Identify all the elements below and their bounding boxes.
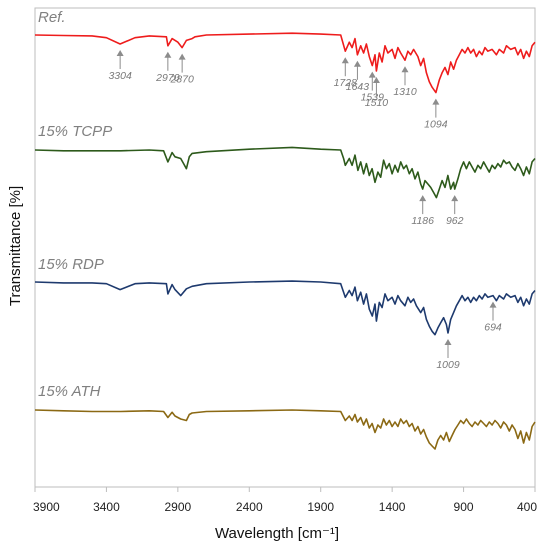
peak-marker-1728: 1728 bbox=[334, 57, 358, 89]
peak-label-1310: 1310 bbox=[393, 86, 417, 98]
y-axis-title: Transmittance [%] bbox=[7, 186, 24, 306]
peak-marker-2970: 2970 bbox=[155, 51, 180, 84]
x-tick-label-400: 400 bbox=[517, 500, 537, 514]
series-line-ref bbox=[34, 32, 536, 94]
x-tick-label-2900: 2900 bbox=[165, 500, 192, 514]
peak-label-962: 962 bbox=[446, 215, 464, 227]
peak-marker-1539: 1539 bbox=[361, 71, 385, 104]
series-label-15-ath: 15% ATH bbox=[38, 383, 101, 400]
peak-marker-694: 694 bbox=[484, 301, 502, 334]
plot-area-frame bbox=[34, 7, 536, 488]
peak-marker-962: 962 bbox=[446, 195, 464, 227]
series-line-15-tcpp bbox=[34, 146, 536, 199]
series-label-15-tcpp: 15% TCPP bbox=[38, 123, 112, 140]
series-line-15-rdp bbox=[34, 280, 536, 336]
peak-label-1009: 1009 bbox=[436, 359, 460, 371]
peak-label-1539: 1539 bbox=[361, 92, 385, 104]
series-layer: Ref. 15% TCPP 15% RDP 15% ATH bbox=[34, 9, 536, 450]
peak-marker-1310: 1310 bbox=[393, 66, 417, 98]
peak-marker-1094: 1094 bbox=[424, 98, 448, 131]
x-tick-label-1900: 1900 bbox=[307, 500, 334, 514]
x-tick-label-3400: 3400 bbox=[93, 500, 120, 514]
x-tick-label-900: 900 bbox=[454, 500, 474, 514]
peak-marker-1643: 1643 bbox=[346, 60, 370, 93]
series-line-15-ath bbox=[34, 409, 536, 450]
peak-marker-2870: 2870 bbox=[169, 53, 194, 86]
peak-label-1094: 1094 bbox=[424, 119, 448, 131]
peak-label-3304: 3304 bbox=[108, 70, 132, 82]
peak-label-1643: 1643 bbox=[346, 81, 370, 93]
x-axis-title: Wavelength [cm⁻¹] bbox=[215, 525, 339, 542]
peak-label-1510: 1510 bbox=[365, 97, 389, 109]
peak-marker-1510: 1510 bbox=[365, 77, 389, 109]
x-tick-label-1400: 1400 bbox=[379, 500, 406, 514]
peak-label-1186: 1186 bbox=[411, 215, 434, 227]
peak-marker-1186: 1186 bbox=[411, 195, 434, 227]
series-label-ref: Ref. bbox=[38, 9, 66, 26]
peak-marker-3304: 3304 bbox=[108, 50, 132, 82]
peak-marker-1009: 1009 bbox=[436, 339, 460, 371]
peak-label-2870: 2870 bbox=[169, 74, 194, 86]
x-axis-ticks: 3900 3400 2900 2400 1900 1400 900 400 bbox=[33, 487, 537, 514]
x-tick-label-2400: 2400 bbox=[236, 500, 263, 514]
series-label-15-rdp: 15% RDP bbox=[38, 256, 104, 273]
x-tick-label-3900: 3900 bbox=[33, 500, 60, 514]
peak-label-694: 694 bbox=[484, 322, 502, 334]
peak-label-1728: 1728 bbox=[334, 77, 358, 89]
peak-label-2970: 2970 bbox=[155, 72, 180, 84]
